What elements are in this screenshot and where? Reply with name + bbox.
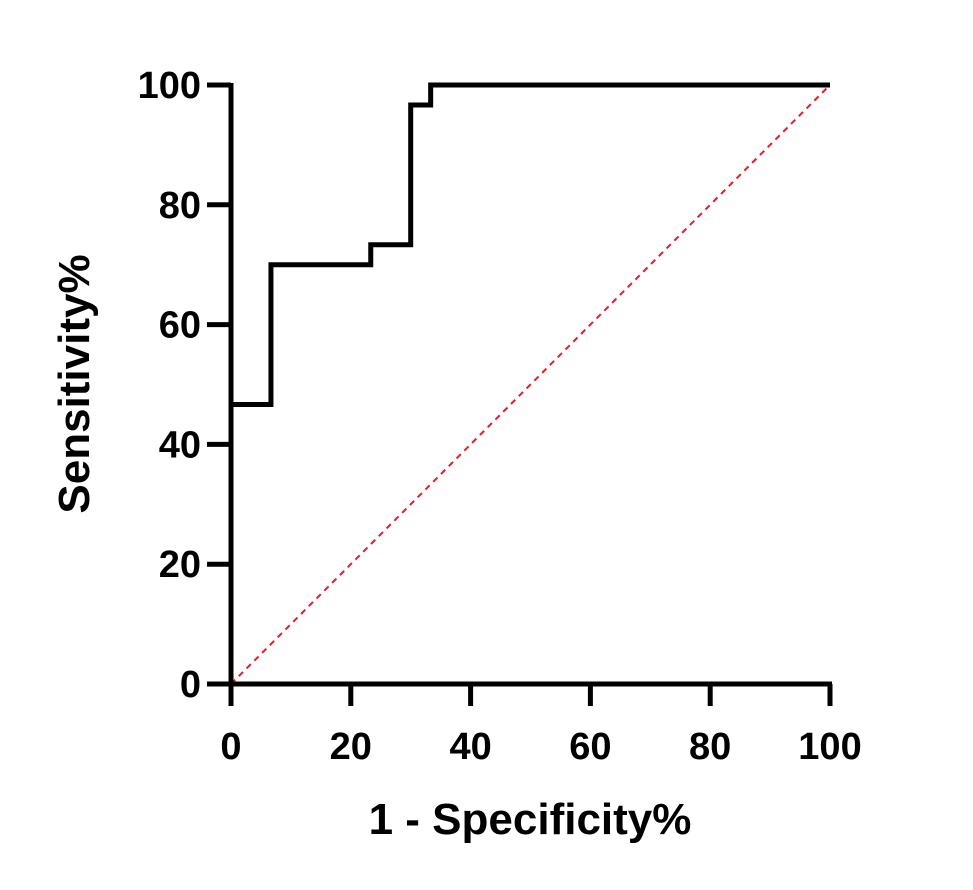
roc-curve-line bbox=[228, 82, 830, 684]
x-tick-label: 0 bbox=[220, 726, 241, 768]
x-tick-label: 80 bbox=[689, 726, 731, 768]
axes: 0 20 40 60 80 100 0 20 40 60 80 100 bbox=[138, 65, 862, 768]
y-tick-label: 20 bbox=[159, 544, 201, 586]
plot-area bbox=[228, 82, 831, 685]
x-axis-title: 1 - Specificity% bbox=[369, 795, 692, 844]
y-tick-label: 40 bbox=[159, 424, 201, 466]
y-tick-label: 60 bbox=[159, 305, 201, 347]
x-tick-label: 40 bbox=[449, 726, 491, 768]
y-tick-label: 0 bbox=[180, 664, 201, 706]
x-tick-label: 20 bbox=[330, 726, 372, 768]
axis-labels: 1 - Specificity% Sensitivity% bbox=[50, 254, 691, 844]
y-tick-label: 80 bbox=[159, 185, 201, 227]
reference-line bbox=[230, 84, 831, 685]
y-tick-label: 100 bbox=[138, 65, 201, 107]
x-tick-label: 100 bbox=[798, 726, 861, 768]
x-tick-label: 60 bbox=[569, 726, 611, 768]
y-axis-title: Sensitivity% bbox=[50, 254, 99, 513]
